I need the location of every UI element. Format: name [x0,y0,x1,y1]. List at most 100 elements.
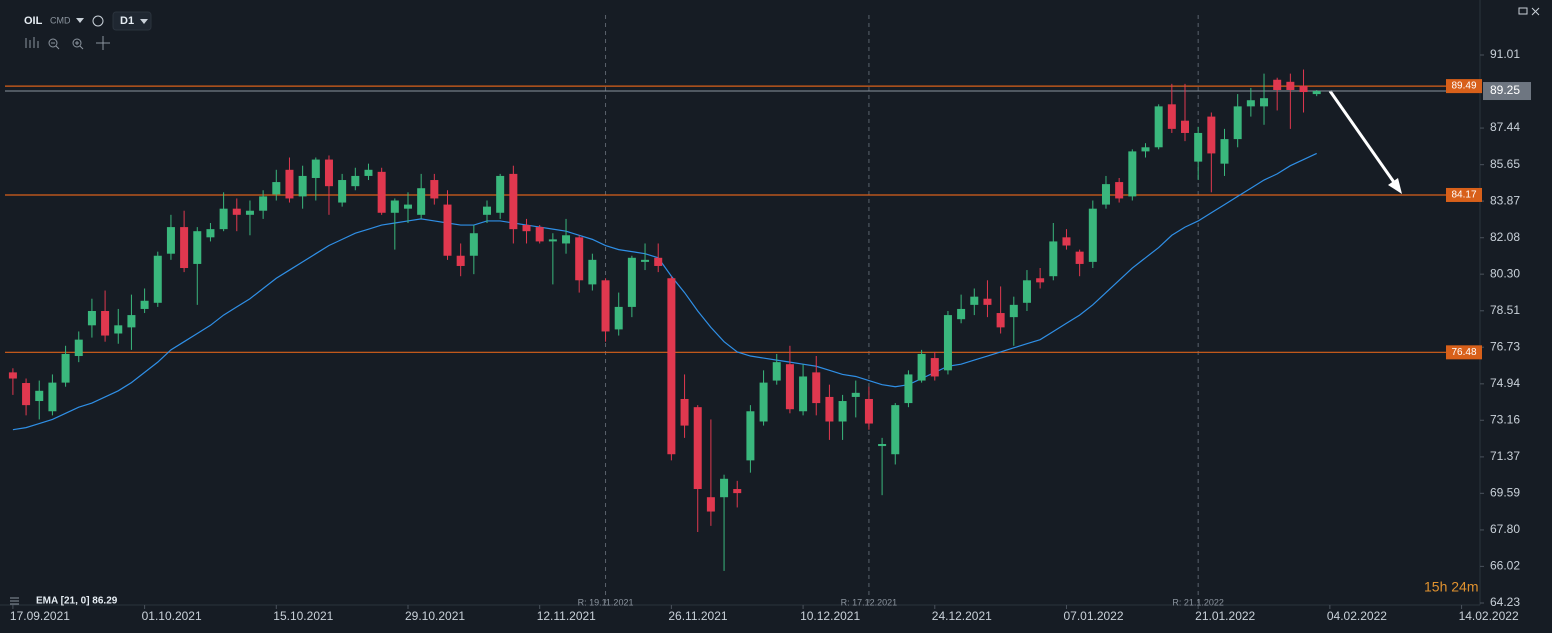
candle-body [720,478,729,498]
dropdown[interactable] [76,18,84,23]
y-tick-label: 71.37 [1490,449,1520,463]
candle-body [641,259,650,262]
rollover-label: R: 21.1.2022 [1172,597,1224,607]
candle-body [983,298,992,305]
ema-line [12,152,1317,431]
market[interactable]: CMD [50,15,71,25]
candle-body [1273,79,1282,90]
candle-body [1312,91,1321,95]
y-tick-label: 80.30 [1490,266,1520,280]
candle-body [1036,278,1045,283]
candle-body [970,296,979,305]
candle-body [627,257,636,307]
info-icon[interactable] [92,15,104,27]
toolbar-icons[interactable] [25,36,110,50]
candle-body [614,306,623,330]
candle-body [1088,208,1097,262]
timer: 15h 24m [1424,579,1478,595]
candle-body [417,188,426,215]
candle-body [87,310,96,326]
x-tick-label: 26.11.2021 [668,609,727,623]
symbol[interactable]: OIL [24,15,43,27]
candle-body [48,382,57,412]
candle-body [1115,182,1124,199]
candle-body [390,200,399,213]
candle-body [1260,98,1269,107]
candle-body [601,280,610,332]
x-tick-label: 24.12.2021 [932,609,992,623]
x-tick-label: 10.12.2021 [800,609,860,623]
candle-body [259,196,268,211]
candle-body [759,382,768,422]
x-tick-label: 07.01.2022 [1063,609,1123,623]
candle-body [114,325,123,334]
candle-body [1207,116,1216,154]
candle-body [443,204,452,256]
candle-body [364,169,373,176]
y-tick-label: 91.01 [1490,47,1520,61]
candle-body [733,489,742,494]
x-tick-label: 01.10.2021 [142,609,202,623]
y-tick-label: 69.59 [1490,485,1520,499]
last-price-label: 89.25 [1490,83,1520,97]
candle-body [166,227,175,254]
x-tick-label: 04.02.2022 [1327,609,1387,623]
candle-body [812,372,821,404]
candle-body [127,315,136,328]
window-controls[interactable] [1518,7,1540,16]
candle-body [917,353,926,381]
candle-body [403,204,412,209]
level-label: 84.17 [1451,190,1476,201]
candle-body [496,175,505,213]
rollover-label: R: 19.11.2021 [578,597,634,607]
candle-body [891,405,900,455]
y-tick-label: 78.51 [1490,303,1520,317]
interval[interactable]: D1 [120,15,134,27]
x-tick-label: 15.10.2021 [273,609,333,623]
candle-body [851,392,860,397]
candle-body [535,227,544,242]
y-tick-label: 66.02 [1490,559,1520,573]
candle-body [864,398,873,424]
level-tag [1446,345,1482,360]
candle-body [825,396,834,422]
candle-body [706,497,715,512]
y-tick-label: 74.94 [1490,376,1520,390]
candle-body [1101,184,1110,205]
rollover-label: R: 17.12.2021 [841,597,898,607]
candle-body [957,308,966,320]
candle-body [746,411,755,461]
candle-body [8,372,17,379]
candle-body [838,401,847,422]
candle-body [1194,132,1203,162]
interval-box[interactable] [112,11,152,31]
candle-body [74,339,83,357]
candle-body [575,237,584,281]
candle-body [193,231,202,264]
annotation-arrow [1328,90,1400,189]
dropdown[interactable] [140,19,148,24]
candle-body [324,159,333,187]
candle-body [1299,85,1308,93]
level-label: 89.49 [1451,81,1476,92]
candle-body [588,259,597,285]
level-label: 76.48 [1451,347,1476,358]
candle-body [35,390,44,402]
candle-body [1049,241,1058,277]
candle-body [180,227,189,269]
candle-body [522,225,531,232]
x-tick-label: 12.11.2021 [537,609,596,623]
y-tick-label: 83.87 [1490,193,1520,207]
candle-body [562,235,571,244]
candle-body [1286,81,1295,90]
candle-body [206,229,215,238]
y-tick-label: 64.23 [1490,595,1520,609]
legend-icon[interactable] [10,597,19,605]
level-tag [1446,79,1482,94]
candle-body [1009,304,1018,318]
candle-body [430,180,439,199]
candle-body [22,383,31,406]
candle-body [509,173,518,230]
